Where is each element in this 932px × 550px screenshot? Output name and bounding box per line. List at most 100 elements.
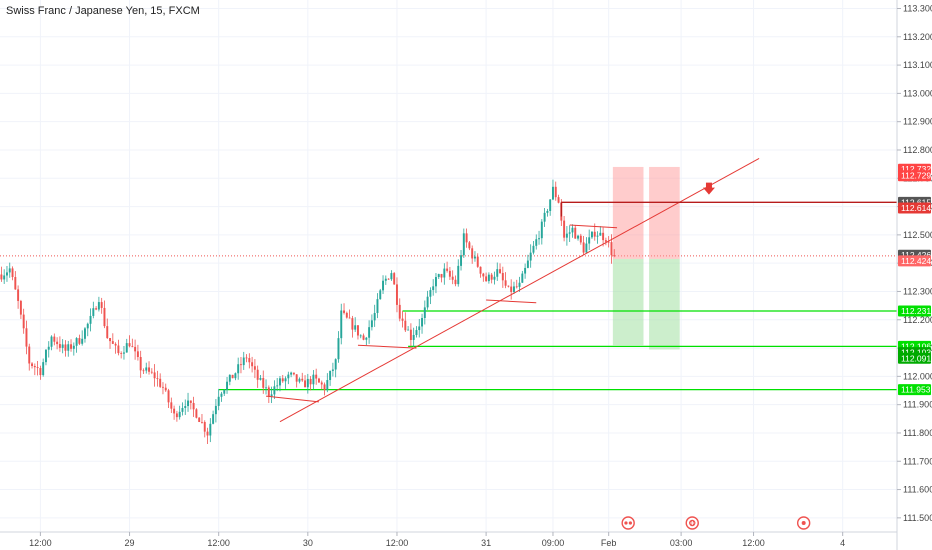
candle-body	[585, 243, 588, 253]
candle-body	[317, 378, 320, 383]
y-tick-label: 111.900	[903, 400, 932, 410]
stop-zone[interactable]	[612, 166, 644, 259]
x-tick-label: 09:00	[542, 538, 565, 548]
candle-body	[295, 374, 298, 382]
candle-body	[529, 252, 532, 261]
target-zone[interactable]	[612, 258, 644, 346]
candle-body	[532, 245, 535, 253]
x-tick-label: 31	[481, 538, 491, 548]
time-axis[interactable]: 12:00 29 12:00 30 12:00 31 09:00 Feb 03:00 12:00 4	[29, 532, 845, 548]
candle-body	[334, 359, 337, 370]
candle-body	[31, 363, 34, 366]
candle-body	[259, 378, 262, 380]
candle-body	[239, 364, 242, 366]
candle-body	[122, 352, 125, 354]
candle-body	[348, 317, 351, 319]
candle-body	[22, 314, 25, 329]
candle-body	[426, 296, 429, 308]
level-line[interactable]	[486, 299, 537, 304]
candle-body	[404, 320, 407, 331]
candle-body	[596, 235, 599, 237]
chart-title: Swiss Franc / Japanese Yen, 15, FXCM	[6, 5, 200, 17]
candle-body	[109, 337, 112, 342]
candle-body	[301, 378, 304, 381]
y-tick-label: 111.700	[903, 456, 932, 466]
price-tag-bg	[898, 202, 931, 214]
target-zone[interactable]	[649, 258, 680, 350]
candle-body	[613, 255, 616, 257]
candle-body	[164, 387, 167, 391]
candle-body	[440, 274, 443, 278]
event-markers[interactable]	[621, 516, 811, 530]
level-line[interactable]	[357, 344, 417, 349]
y-tick-label: 113.100	[903, 60, 932, 70]
price-tag-bg	[898, 384, 931, 396]
candle-body	[577, 235, 580, 239]
candle-body	[248, 358, 251, 363]
candle-body	[70, 344, 73, 349]
candle-body	[515, 286, 518, 288]
x-tick-label: 4	[840, 538, 845, 548]
candle-body	[588, 237, 591, 244]
candle-body	[212, 414, 215, 424]
candle-body	[187, 400, 190, 407]
candle-body	[315, 374, 318, 379]
position-boxes[interactable]	[612, 166, 680, 350]
candle-body	[5, 272, 8, 276]
x-tick-label: 03:00	[670, 538, 693, 548]
level-line[interactable]	[569, 224, 618, 229]
candle-body	[412, 334, 415, 340]
candle-body	[189, 400, 192, 403]
candle-body	[173, 408, 176, 414]
candle-body	[451, 276, 454, 280]
drawings[interactable]	[265, 158, 897, 423]
candle-body	[217, 396, 220, 406]
level-line[interactable]	[265, 395, 320, 403]
candle-body	[156, 378, 159, 380]
candle-body	[443, 268, 446, 278]
candle-body	[106, 326, 109, 338]
candle-body	[195, 409, 198, 418]
price-tag-label: 112.729	[901, 171, 931, 181]
candle-body	[376, 299, 379, 313]
y-tick-label: 112.300	[903, 286, 932, 296]
candle-body	[518, 282, 521, 287]
price-tag-bg	[898, 305, 931, 317]
candle-body	[50, 336, 53, 347]
candle-body	[3, 275, 6, 280]
candle-body	[571, 227, 574, 233]
candle-body	[209, 423, 212, 436]
candle-body	[265, 387, 268, 389]
stop-zone[interactable]	[649, 166, 680, 259]
candle-body	[365, 337, 368, 340]
candle-body	[298, 378, 301, 382]
candle-body	[97, 302, 100, 310]
support-lines[interactable]	[218, 310, 897, 391]
price-tag-bg	[898, 255, 931, 267]
candle-body	[242, 357, 245, 366]
candle-body	[421, 318, 424, 327]
x-tick-label: 12:00	[207, 538, 230, 548]
candle-body	[473, 256, 476, 259]
candle-body	[512, 286, 515, 292]
candle-body	[448, 270, 451, 277]
candle-body	[418, 326, 421, 331]
price-tag-label: 112.424	[901, 256, 931, 266]
candle-body	[253, 366, 256, 370]
candle-body	[337, 338, 340, 360]
candle-body	[398, 304, 401, 319]
y-tick-label: 112.800	[903, 145, 932, 155]
candle-body	[220, 393, 223, 397]
candle-body	[103, 307, 106, 327]
candle-body	[100, 302, 103, 308]
candle-body	[538, 238, 541, 240]
candle-body	[292, 372, 295, 375]
arrow-down-icon[interactable]	[702, 182, 715, 195]
candle-body	[226, 381, 229, 390]
candle-body	[540, 221, 543, 239]
y-tick-label: 112.000	[903, 371, 932, 381]
candle-body	[276, 385, 279, 387]
double-dot-icon[interactable]	[621, 516, 635, 530]
candle-body	[354, 325, 357, 330]
